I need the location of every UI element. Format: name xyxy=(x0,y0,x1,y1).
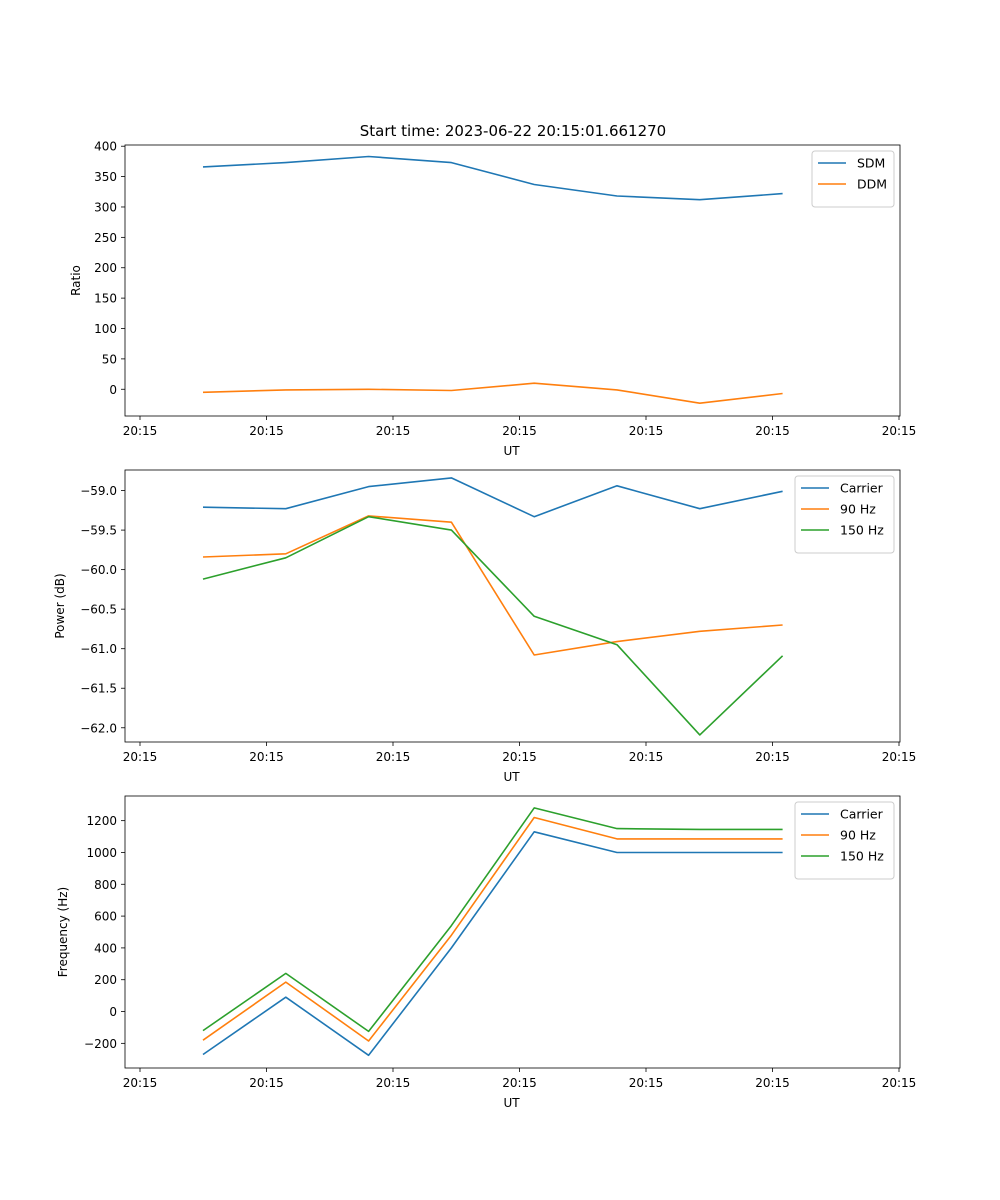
legend-entry: 150 Hz xyxy=(840,523,884,538)
x-tick-label: 20:15 xyxy=(123,424,158,438)
series-line-150-hz xyxy=(202,807,783,1033)
y-axis-label: Ratio xyxy=(69,265,83,296)
series-line-90-hz xyxy=(202,816,783,1042)
x-tick-label: 20:15 xyxy=(123,1076,158,1090)
y-tick-label: −59.0 xyxy=(80,484,117,498)
legend-box xyxy=(794,475,895,554)
x-tick-label: 20:15 xyxy=(882,1076,917,1090)
legend-box xyxy=(811,150,895,208)
y-tick-label: −61.5 xyxy=(80,682,117,696)
x-tick-label: 20:15 xyxy=(629,424,664,438)
x-tick-label: 20:15 xyxy=(123,750,158,764)
legend: SDM DDM xyxy=(811,150,895,208)
x-tick-label: 20:15 xyxy=(249,1076,284,1090)
x-axis-label: UT xyxy=(503,770,520,784)
y-tick-label: −61.0 xyxy=(80,642,117,656)
axes-frame xyxy=(124,469,901,743)
x-tick-label: 20:15 xyxy=(249,750,284,764)
chart-panel-1: 20:1520:1520:1520:1520:1520:1520:1520:16… xyxy=(69,140,917,458)
y-tick-label: 300 xyxy=(94,200,117,214)
y-tick-label: 0 xyxy=(109,1005,117,1019)
y-tick-label: 400 xyxy=(94,140,117,154)
series-line-ddm xyxy=(202,382,783,405)
legend-box xyxy=(794,801,895,880)
x-axis-label: UT xyxy=(503,1096,520,1110)
y-tick-label: −62.0 xyxy=(80,721,117,735)
y-tick-label: 800 xyxy=(94,878,117,892)
x-tick-label: 20:15 xyxy=(376,1076,411,1090)
x-tick-label: 20:15 xyxy=(882,750,917,764)
y-tick-label: 50 xyxy=(102,352,117,366)
y-tick-label: −200 xyxy=(84,1037,117,1051)
y-tick-label: 150 xyxy=(94,292,117,306)
series-line-carrier xyxy=(202,830,783,1057)
y-tick-label: −59.5 xyxy=(80,524,117,538)
x-tick-label: 20:15 xyxy=(755,1076,790,1090)
chart-panel-3: 20:1520:1520:1520:1520:1520:1520:1520:16… xyxy=(56,795,917,1110)
x-tick-label: 20:15 xyxy=(755,750,790,764)
legend-entry: 90 Hz xyxy=(840,828,876,843)
x-tick-label: 20:15 xyxy=(882,424,917,438)
axes-frame xyxy=(124,144,901,417)
y-tick-label: 200 xyxy=(94,261,117,275)
series-line-90-hz xyxy=(202,515,783,656)
figure-title: Start time: 2023-06-22 20:15:01.661270 xyxy=(360,122,666,140)
x-axis-label: UT xyxy=(503,444,520,458)
y-tick-label: 400 xyxy=(94,941,117,955)
x-tick-label: 20:15 xyxy=(629,1076,664,1090)
y-tick-label: −60.0 xyxy=(80,563,117,577)
series-line-carrier xyxy=(202,477,783,518)
legend-entry: 90 Hz xyxy=(840,502,876,517)
y-axis-label: Frequency (Hz) xyxy=(56,887,70,978)
y-tick-label: 0 xyxy=(109,383,117,397)
legend: Carrier 90 Hz 150 Hz xyxy=(794,475,895,554)
x-tick-label: 20:15 xyxy=(502,750,537,764)
y-tick-label: 100 xyxy=(94,322,117,336)
legend-entry: Carrier xyxy=(840,481,884,496)
legend-entry: Carrier xyxy=(840,807,884,822)
y-tick-label: −60.5 xyxy=(80,603,117,617)
x-tick-label: 20:15 xyxy=(376,424,411,438)
y-tick-label: 250 xyxy=(94,231,117,245)
chart-panel-2: 20:1520:1520:1520:1520:1520:1520:1520:16… xyxy=(53,469,917,784)
y-tick-label: 1000 xyxy=(86,846,117,860)
x-tick-label: 20:15 xyxy=(629,750,664,764)
x-tick-label: 20:15 xyxy=(249,424,284,438)
legend-entry: DDM xyxy=(857,177,887,192)
y-tick-label: 600 xyxy=(94,910,117,924)
legend: Carrier 90 Hz 150 Hz xyxy=(794,801,895,880)
x-tick-label: 20:15 xyxy=(502,1076,537,1090)
legend-entry: 150 Hz xyxy=(840,849,884,864)
series-line-sdm xyxy=(202,155,783,201)
legend-entry: SDM xyxy=(857,156,885,171)
y-axis-label: Power (dB) xyxy=(53,573,67,638)
series-line-150-hz xyxy=(202,515,784,736)
x-tick-label: 20:15 xyxy=(755,424,790,438)
y-tick-label: 1200 xyxy=(86,814,117,828)
x-tick-label: 20:15 xyxy=(376,750,411,764)
y-tick-label: 350 xyxy=(94,170,117,184)
y-tick-label: 200 xyxy=(94,973,117,987)
x-tick-label: 20:15 xyxy=(502,424,537,438)
axes-frame xyxy=(124,795,901,1069)
